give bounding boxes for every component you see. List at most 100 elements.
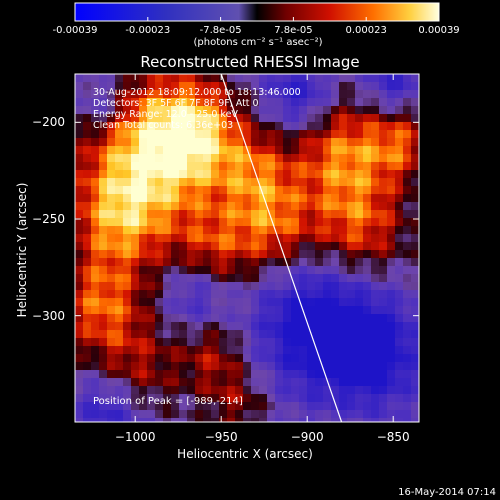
heatmap-cell	[187, 122, 196, 131]
heatmap-cell	[219, 218, 228, 227]
heatmap-cell	[83, 114, 92, 123]
heatmap-cell	[203, 314, 212, 323]
heatmap-cell	[355, 114, 364, 123]
heatmap-cell	[323, 274, 332, 283]
heatmap-cell	[131, 362, 140, 371]
heatmap-cell	[235, 226, 244, 235]
heatmap-cell	[147, 178, 156, 187]
heatmap-cell	[203, 74, 212, 83]
heatmap-cell	[347, 418, 356, 422]
heatmap-cell	[75, 362, 84, 371]
heatmap-cell	[307, 346, 316, 355]
heatmap-cell	[243, 282, 252, 291]
heatmap-cell	[195, 234, 204, 243]
heatmap-cell	[163, 122, 172, 131]
heatmap-cell	[139, 74, 148, 83]
heatmap-cell	[299, 394, 308, 403]
heatmap-cell	[131, 194, 140, 203]
heatmap-cell	[395, 346, 404, 355]
heatmap-cell	[267, 362, 276, 371]
heatmap-cell	[283, 234, 292, 243]
heatmap-cell	[283, 226, 292, 235]
heatmap-cell	[323, 386, 332, 395]
heatmap-cell	[155, 218, 164, 227]
heatmap-cell	[155, 410, 164, 419]
heatmap-cell	[315, 394, 324, 403]
heatmap-cell	[259, 186, 268, 195]
heatmap-cell	[403, 378, 412, 387]
heatmap-cell	[123, 226, 132, 235]
heatmap-cell	[107, 210, 116, 219]
heatmap-cell	[275, 242, 284, 251]
heatmap-cell	[123, 250, 132, 259]
heatmap-cell	[379, 242, 388, 251]
heatmap-cell	[371, 170, 380, 179]
heatmap-cell	[179, 90, 188, 99]
heatmap-cell	[155, 362, 164, 371]
heatmap-cell	[283, 130, 292, 139]
heatmap-cell	[171, 98, 180, 107]
heatmap-cell	[107, 322, 116, 331]
heatmap-cell	[339, 410, 348, 419]
heatmap-cell	[291, 418, 300, 422]
heatmap-cell	[259, 282, 268, 291]
heatmap-cell	[379, 202, 388, 211]
heatmap-cell	[195, 282, 204, 291]
heatmap-cell	[123, 170, 132, 179]
heatmap-cell	[179, 210, 188, 219]
heatmap-cell	[371, 162, 380, 171]
heatmap-cell	[83, 82, 92, 91]
heatmap-cell	[355, 274, 364, 283]
heatmap-cell	[379, 210, 388, 219]
heatmap-cell	[347, 378, 356, 387]
heatmap-cell	[163, 186, 172, 195]
heatmap-cell	[243, 266, 252, 275]
heatmap-cell	[371, 250, 380, 259]
heatmap-cell	[379, 418, 388, 422]
heatmap-cell	[91, 202, 100, 211]
heatmap-cell	[251, 410, 260, 419]
heatmap-cell	[291, 162, 300, 171]
heatmap-cell	[403, 362, 412, 371]
heatmap-cell	[75, 330, 84, 339]
heatmap-cell	[227, 402, 236, 411]
heatmap-cell	[171, 146, 180, 155]
heatmap-cell	[395, 106, 404, 115]
heatmap-cell	[315, 90, 324, 99]
heatmap-cell	[283, 418, 292, 422]
heatmap-cell	[75, 378, 84, 387]
heatmap-cell	[163, 162, 172, 171]
heatmap-cell	[91, 282, 100, 291]
heatmap-cell	[315, 338, 324, 347]
heatmap-cell	[331, 90, 340, 99]
heatmap-cell	[387, 418, 396, 422]
heatmap-cell	[107, 226, 116, 235]
heatmap-cell	[131, 98, 140, 107]
heatmap-cell	[147, 242, 156, 251]
heatmap-cell	[387, 202, 396, 211]
heatmap-cell	[363, 170, 372, 179]
heatmap-cell	[259, 154, 268, 163]
heatmap-cell	[83, 138, 92, 147]
heatmap-cell	[147, 210, 156, 219]
heatmap-cell	[83, 74, 92, 83]
heatmap-cell	[75, 210, 84, 219]
heatmap-cell	[179, 146, 188, 155]
heatmap-cell	[115, 298, 124, 307]
heatmap-cell	[163, 82, 172, 91]
heatmap-cell	[235, 362, 244, 371]
heatmap-cell	[99, 410, 108, 419]
heatmap-cell	[283, 290, 292, 299]
heatmap-cell	[283, 410, 292, 419]
heatmap-cell	[243, 98, 252, 107]
heatmap-cell	[187, 226, 196, 235]
heatmap-cell	[211, 330, 220, 339]
heatmap-cell	[155, 394, 164, 403]
heatmap-cell	[363, 234, 372, 243]
heatmap-cell	[251, 346, 260, 355]
heatmap-cell	[315, 418, 324, 422]
timestamp-footer: 16-May-2014 07:14	[398, 487, 496, 498]
heatmap-cell	[195, 226, 204, 235]
heatmap-cell	[387, 162, 396, 171]
heatmap-cell	[83, 210, 92, 219]
